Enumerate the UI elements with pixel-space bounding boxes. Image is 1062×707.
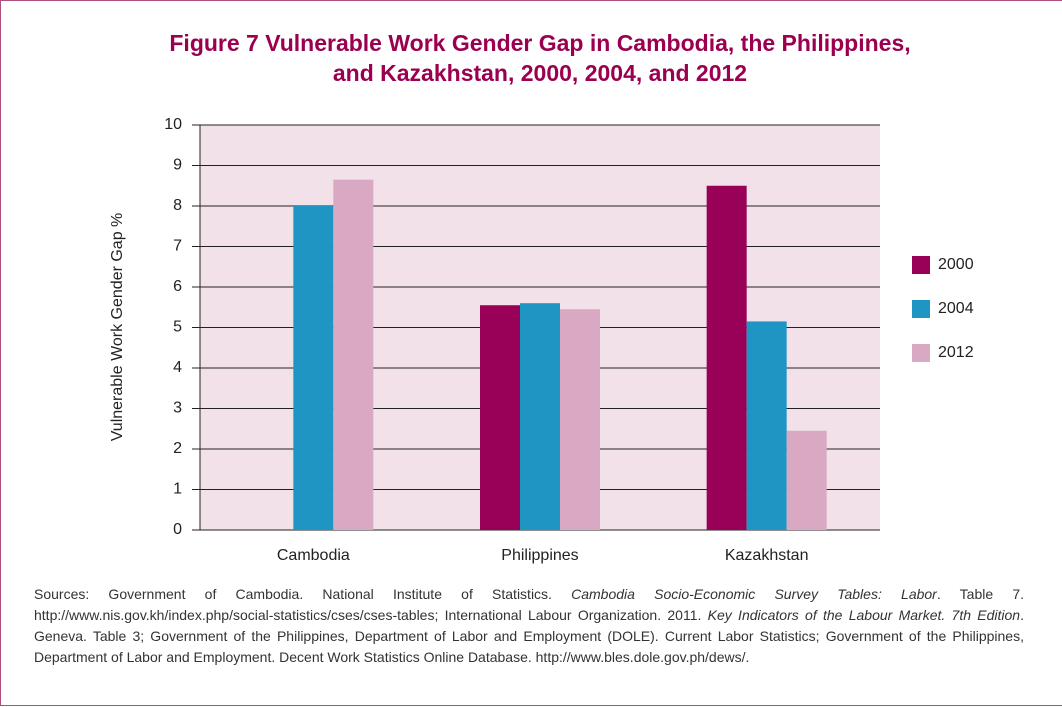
y-tick-label: 7 (173, 238, 182, 255)
legend-swatch (912, 256, 930, 274)
bar (333, 179, 374, 531)
x-tick-label: Kazakhstan (725, 547, 809, 564)
y-tick-label: 5 (173, 319, 182, 336)
legend-label: 2004 (938, 300, 974, 317)
bar (520, 303, 560, 530)
bar (786, 430, 827, 530)
note-text: . Geneva. Table 3; Government of the Phi… (34, 607, 1024, 665)
y-tick-label: 4 (173, 359, 182, 376)
legend-swatch (912, 344, 930, 362)
chart-title: Figure 7 Vulnerable Work Gender Gap in C… (169, 30, 910, 56)
bar (560, 309, 600, 530)
chart-title: and Kazakhstan, 2000, 2004, and 2012 (333, 60, 747, 86)
legend-swatch (912, 300, 930, 318)
note-text: . Table 7. http://www.nis.gov.kh/index.p… (34, 586, 1024, 623)
legend-label: 2012 (938, 344, 974, 361)
y-tick-label: 0 (173, 521, 182, 538)
bar (480, 305, 520, 530)
bar (706, 185, 747, 530)
y-tick-label: 2 (173, 440, 182, 457)
y-tick-label: 1 (173, 481, 182, 498)
x-tick-label: Philippines (501, 547, 578, 564)
x-tick-label: Cambodia (277, 547, 350, 564)
bar (293, 206, 334, 530)
note-text: Key Indicators of the Labour Market. 7th… (707, 607, 1021, 623)
y-tick-label: 6 (173, 278, 182, 295)
legend-label: 2000 (938, 256, 974, 273)
note-text: Cambodia Socio-Economic Survey Tables: L… (571, 586, 937, 602)
source-note: Sources: Government of Cambodia. Nationa… (34, 584, 1024, 668)
bar (746, 321, 787, 530)
y-tick-label: 3 (173, 400, 182, 417)
y-axis-label: Vulnerable Work Gender Gap % (109, 213, 126, 442)
y-tick-label: 8 (173, 197, 182, 214)
note-text: Sources: Government of Cambodia. Nationa… (34, 586, 572, 602)
y-tick-label: 9 (173, 157, 182, 174)
y-tick-label: 10 (164, 116, 182, 133)
